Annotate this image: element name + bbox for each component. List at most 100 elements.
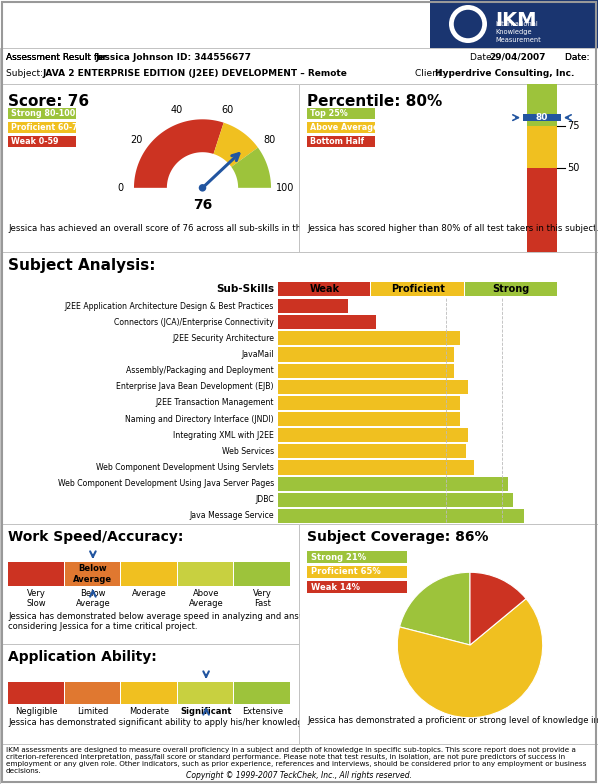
Text: Strong 21%: Strong 21% (311, 553, 366, 561)
Polygon shape (134, 119, 224, 188)
Bar (178, 562, 233, 586)
Text: Assessment Result for:: Assessment Result for: (6, 53, 112, 61)
Bar (234, 682, 290, 704)
Bar (278, 347, 454, 361)
Text: Hyperdrive Consulting, Inc.: Hyperdrive Consulting, Inc. (435, 68, 574, 78)
Text: Weak: Weak (310, 284, 340, 294)
Bar (278, 299, 348, 313)
Text: IKM assessments are designed to measure overall proficiency in a subject and dep: IKM assessments are designed to measure … (6, 747, 587, 774)
Text: Proficient 65%: Proficient 65% (311, 568, 381, 576)
Bar (430, 0, 598, 48)
Text: 0: 0 (117, 183, 123, 193)
Bar (465, 282, 557, 296)
Text: Negligible: Negligible (15, 707, 57, 716)
Bar (523, 114, 561, 121)
Bar (8, 562, 63, 586)
Text: Assembly/Packaging and Deployment: Assembly/Packaging and Deployment (126, 366, 274, 375)
Text: Above Average: Above Average (310, 122, 379, 132)
Bar (278, 282, 370, 296)
Text: Connectors (JCA)/Enterprise Connectivity: Connectors (JCA)/Enterprise Connectivity (114, 318, 274, 327)
Polygon shape (231, 147, 271, 188)
Text: 100: 100 (276, 183, 294, 193)
Text: PROFICIENCY PROFILE™: PROFICIENCY PROFILE™ (8, 15, 251, 33)
Bar (178, 682, 233, 704)
Text: 75: 75 (567, 121, 579, 131)
Bar (278, 428, 468, 442)
Bar (307, 108, 375, 119)
Text: Jessica has achieved an overall score of 76 across all sub-skills in this subjec: Jessica has achieved an overall score of… (8, 224, 345, 233)
Text: Jessica Johnson ID: 344556677: Jessica Johnson ID: 344556677 (95, 53, 251, 61)
Text: J2EE Transaction Management: J2EE Transaction Management (155, 398, 274, 408)
Wedge shape (397, 599, 543, 717)
Text: Significant: Significant (181, 707, 232, 716)
Text: Jessica has demonstrated a proficient or strong level of knowledge in 86% of the: Jessica has demonstrated a proficient or… (307, 716, 598, 725)
Bar (307, 136, 375, 147)
Bar (278, 492, 513, 507)
Text: Jessica has demonstrated significant ability to apply his/her knowledge to pract: Jessica has demonstrated significant abi… (8, 718, 414, 727)
Text: Proficient 60-79: Proficient 60-79 (11, 122, 83, 132)
Text: Work Speed/Accuracy:: Work Speed/Accuracy: (8, 530, 184, 544)
Text: 60: 60 (222, 104, 234, 114)
Text: Enterprise Java Bean Development (EJB): Enterprise Java Bean Development (EJB) (117, 383, 274, 391)
Wedge shape (470, 572, 526, 645)
Text: Client:: Client: (415, 68, 447, 78)
Text: Web Services: Web Services (222, 447, 274, 456)
Text: Bottom Half: Bottom Half (310, 136, 364, 146)
Text: J2EE Application Architecture Design & Best Practices: J2EE Application Architecture Design & B… (65, 302, 274, 310)
Text: 50: 50 (567, 163, 579, 173)
Bar (121, 682, 177, 704)
Bar (307, 581, 407, 593)
Text: JAVA 2 ENTERPRISE EDITION (J2EE) DEVELOPMENT – Remote: JAVA 2 ENTERPRISE EDITION (J2EE) DEVELOP… (42, 68, 347, 78)
Text: 76: 76 (193, 198, 212, 212)
Bar (307, 566, 407, 578)
Text: Assessment Result for:: Assessment Result for: (6, 53, 112, 61)
Text: Date:: Date: (565, 53, 592, 61)
Bar (278, 477, 508, 491)
Text: 20: 20 (130, 135, 142, 144)
Text: Integrating XML with J2EE: Integrating XML with J2EE (173, 430, 274, 440)
Text: Top 25%: Top 25% (310, 108, 348, 118)
Bar (234, 562, 290, 586)
Bar (278, 460, 474, 474)
Bar (527, 126, 557, 168)
Text: Proficient: Proficient (391, 284, 445, 294)
Bar (8, 136, 76, 147)
Bar (278, 396, 460, 410)
Text: 40: 40 (171, 104, 183, 114)
Text: 29/04/2007: 29/04/2007 (489, 53, 545, 61)
Text: Above
Average: Above Average (189, 589, 224, 608)
Bar (8, 108, 76, 119)
Bar (278, 315, 376, 329)
Text: Weak 14%: Weak 14% (311, 583, 360, 591)
Text: Score: 76: Score: 76 (8, 94, 89, 109)
Circle shape (454, 9, 482, 38)
Bar (307, 122, 375, 133)
Text: Average: Average (132, 589, 167, 598)
Bar (307, 551, 407, 563)
Text: Web Component Development Using Java Server Pages: Web Component Development Using Java Ser… (58, 479, 274, 488)
Text: Strong 80-100: Strong 80-100 (11, 108, 75, 118)
Text: Percentile: 80%: Percentile: 80% (307, 94, 443, 109)
Text: IKM: IKM (495, 10, 536, 30)
Bar (527, 84, 557, 126)
Text: Jessica has demonstrated below average speed in analyzing and answering the ques: Jessica has demonstrated below average s… (8, 612, 564, 631)
Circle shape (199, 184, 206, 191)
Bar (527, 168, 557, 252)
Text: Naming and Directory Interface (JNDI): Naming and Directory Interface (JNDI) (126, 415, 274, 423)
Text: Very
Fast: Very Fast (254, 589, 272, 608)
Text: Copyright © 1999-2007 TeckChek, Inc., All rights reserved.: Copyright © 1999-2007 TeckChek, Inc., Al… (186, 771, 412, 780)
Text: JavaMail: JavaMail (242, 350, 274, 359)
Text: Below
Average: Below Average (74, 564, 112, 584)
Text: Subject Analysis:: Subject Analysis: (8, 258, 155, 273)
Bar (65, 682, 120, 704)
Text: Subject:: Subject: (6, 68, 46, 78)
Bar (121, 562, 177, 586)
Text: Date:: Date: (565, 53, 592, 61)
Text: JDBC: JDBC (255, 495, 274, 504)
Text: Extensive: Extensive (242, 707, 283, 716)
Bar (371, 282, 463, 296)
Text: Sub-Skills: Sub-Skills (216, 284, 274, 294)
Text: Limited: Limited (77, 707, 109, 716)
Text: Subject Coverage: 86%: Subject Coverage: 86% (307, 530, 489, 544)
Text: Java Message Service: Java Message Service (190, 511, 274, 521)
